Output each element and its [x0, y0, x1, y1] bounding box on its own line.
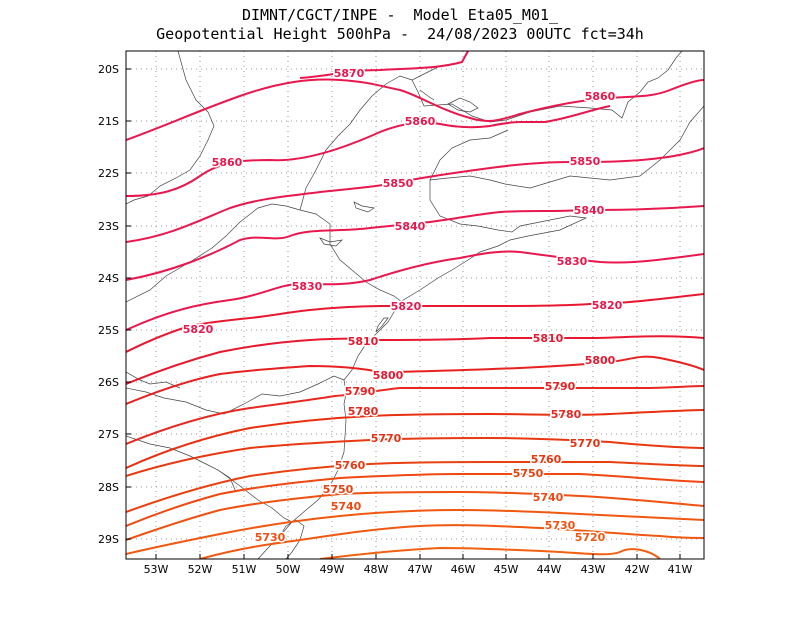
contour-label: 5840: [574, 204, 605, 217]
reservoir: [319, 237, 344, 247]
chart-title-line-1: DIMNT/CGCT/INPE - Model Eta05_M01_: [241, 6, 559, 24]
contour-label: 5840: [395, 220, 426, 233]
lon-tick-51w: 51W: [231, 563, 257, 576]
state-border: [126, 375, 345, 415]
contour-line: [126, 293, 704, 353]
contour-label: 5760: [531, 453, 562, 466]
state-border: [217, 469, 237, 493]
lon-tick-46w: 46W: [450, 563, 476, 576]
lon-tick-45w: 45W: [493, 563, 519, 576]
axis-ticks: [126, 68, 681, 559]
contour-line: [126, 147, 704, 243]
state-border: [126, 51, 215, 205]
lon-tick-48w: 48W: [363, 563, 389, 576]
contour-label: 5810: [533, 332, 564, 345]
contour-label: 5750: [513, 467, 544, 480]
contour-label: 5800: [585, 354, 616, 367]
state-border: [126, 203, 403, 303]
reservoir: [447, 97, 479, 113]
contour-label: 5860: [585, 90, 616, 103]
lon-tick-42w: 42W: [624, 563, 650, 576]
lon-tick-41w: 41W: [667, 563, 693, 576]
contour-label: 5770: [371, 432, 402, 445]
contour-line: [126, 205, 704, 281]
state-border: [299, 75, 413, 211]
contour-label: 5780: [551, 408, 582, 421]
contour-label: 5870: [334, 67, 365, 80]
lagoon: [279, 519, 305, 559]
contour-label: 5850: [383, 177, 414, 190]
contour-label: 5750: [323, 483, 354, 496]
lon-tick-49w: 49W: [319, 563, 345, 576]
contour-label: 5830: [557, 255, 588, 268]
contour-line: [126, 409, 704, 469]
lon-tick-44w: 44W: [536, 563, 562, 576]
state-border: [126, 371, 181, 389]
contour-line: [126, 460, 704, 513]
state-border: [429, 129, 509, 181]
contour-line: [126, 335, 704, 385]
lat-tick-25s: 25S: [98, 324, 119, 337]
contour-line: [126, 250, 704, 331]
lat-tick-27s: 27S: [98, 428, 119, 441]
contour-label: 5790: [345, 385, 376, 398]
contour-label: 5740: [331, 500, 362, 513]
contour-label: 5830: [292, 280, 323, 293]
reservoir: [353, 201, 375, 213]
contour-label: 5730: [545, 519, 576, 532]
plot-frame: [125, 50, 705, 560]
contour-line: [299, 51, 469, 79]
contour-line: [199, 524, 704, 559]
height-contours: [126, 51, 704, 559]
contour-line: [126, 105, 611, 197]
contour-label: 5760: [335, 459, 366, 472]
lat-tick-23s: 23S: [98, 220, 119, 233]
chart-title-line-2: Geopotential Height 500hPa - 24/08/2023 …: [156, 25, 644, 43]
contour-label: 5800: [373, 369, 404, 382]
contour-line: [126, 436, 704, 477]
contour-line: [126, 508, 704, 555]
contour-label: 5820: [592, 299, 623, 312]
lon-tick-50w: 50W: [275, 563, 301, 576]
contour-label: 5820: [183, 323, 214, 336]
contour-label: 5720: [575, 531, 606, 544]
contour-line: [126, 78, 704, 141]
state-border: [126, 435, 293, 523]
contour-label: 5740: [533, 491, 564, 504]
contour-label: 5820: [391, 300, 422, 313]
contour-line: [126, 355, 704, 405]
contour-label: 5860: [405, 115, 436, 128]
contour-label: 5810: [348, 335, 379, 348]
contour-label: 5770: [570, 437, 601, 450]
contour-label: 5850: [570, 155, 601, 168]
lon-tick-53w: 53W: [143, 563, 169, 576]
lat-tick-26s: 26S: [98, 376, 119, 389]
lat-tick-22s: 22S: [98, 167, 119, 180]
lat-tick-20s: 20S: [98, 63, 119, 76]
contour-line: [319, 546, 661, 559]
contour-line: [126, 472, 704, 527]
contour-label: 5860: [212, 156, 243, 169]
contour-label: 5730: [255, 531, 286, 544]
contour-label: 5790: [545, 380, 576, 393]
lon-tick-47w: 47W: [407, 563, 433, 576]
lon-tick-43w: 43W: [580, 563, 606, 576]
lat-tick-28s: 28S: [98, 481, 119, 494]
reservoir: [419, 89, 435, 101]
lat-tick-21s: 21S: [98, 115, 119, 128]
island: [375, 317, 389, 333]
contour-line: [126, 385, 704, 445]
contour-labels: 5870 5860 5860 5860 5850 5850 5840 5840 5830 5830…: [181, 66, 624, 546]
contour-line: [126, 490, 704, 541]
lon-tick-52w: 52W: [187, 563, 213, 576]
contour-label: 5780: [348, 405, 379, 418]
lat-tick-29s: 29S: [98, 533, 119, 546]
lat-tick-24s: 24S: [98, 272, 119, 285]
